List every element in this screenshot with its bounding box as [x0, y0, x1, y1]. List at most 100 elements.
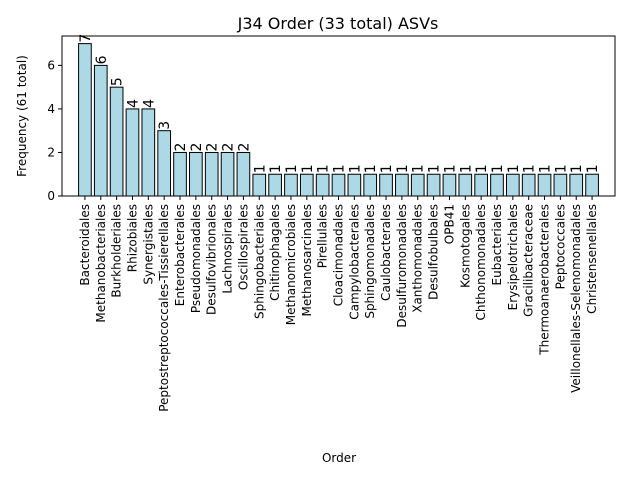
bar — [379, 173, 393, 197]
x-tick-label: Chitinophagales — [268, 204, 282, 301]
y-tick-label: 6 — [47, 58, 55, 72]
data-label: 1 — [585, 164, 601, 173]
x-tick-label: Veillonellales-Selenomonadales — [569, 204, 583, 393]
x-tick-label: Cloacimonadales — [332, 204, 346, 306]
data-label: 1 — [363, 164, 379, 173]
x-tick-label: Kosmotogales — [458, 204, 472, 288]
data-label: 1 — [458, 164, 474, 173]
x-tick-label: Christensenellales — [585, 204, 599, 314]
data-label: 1 — [379, 164, 395, 173]
bar — [189, 151, 203, 197]
x-tick-label: Desulfovibrionales — [205, 204, 219, 315]
bar — [426, 173, 441, 197]
data-label: 1 — [316, 164, 332, 173]
x-tick-label: Enterobacterales — [173, 204, 187, 306]
data-label: 1 — [427, 164, 443, 173]
data-label: 1 — [347, 164, 363, 173]
y-tick-label: 2 — [47, 145, 55, 159]
x-axis-label: Order — [322, 451, 356, 465]
bar — [347, 173, 362, 197]
x-tick-label: Campylobacterales — [347, 204, 361, 320]
x-tick-label: Sphingobacteriales — [252, 204, 266, 319]
data-label: 1 — [490, 164, 506, 173]
data-label: 1 — [442, 164, 458, 173]
x-tick-label: Methanobacteriales — [94, 204, 108, 323]
data-label: 1 — [252, 164, 268, 173]
x-tick-label: Oscillospirales — [236, 204, 250, 290]
bar — [537, 173, 552, 197]
bar — [505, 173, 520, 197]
x-tick-label: Desulfobulbales — [427, 204, 441, 300]
bar — [299, 173, 314, 197]
data-label: 1 — [268, 164, 284, 173]
data-label: 5 — [110, 77, 126, 86]
data-label: 2 — [189, 143, 205, 152]
bar — [268, 173, 282, 197]
x-tick-label: OPB41 — [442, 204, 456, 244]
x-tick-label: Peptococcales — [553, 204, 567, 289]
x-tick-label: Pseudomonadales — [189, 204, 203, 313]
x-tick-label: Rhizobiales — [125, 204, 139, 272]
axes-frame — [61, 35, 616, 197]
x-tick-label: Sphingomonadales — [363, 204, 377, 319]
bar — [585, 173, 599, 197]
x-tick-label: Thermoanaerobacterales — [538, 204, 552, 356]
bar — [284, 173, 298, 197]
bar — [157, 130, 172, 197]
data-label: 2 — [221, 143, 237, 152]
data-label: 1 — [553, 164, 569, 173]
x-tick-label: Methanosarcinales — [300, 204, 314, 316]
x-tick-label: Methanomicrobiales — [284, 204, 298, 325]
data-label: 1 — [395, 164, 411, 173]
x-tick-label: Pirellulales — [316, 204, 330, 268]
data-label: 4 — [141, 99, 157, 108]
x-tick-label: Caulobacterales — [379, 204, 393, 301]
bar — [315, 173, 330, 197]
bar — [474, 173, 488, 197]
x-tick-label: Erysipelotrichales — [506, 204, 520, 310]
bar — [569, 173, 584, 197]
bar — [204, 151, 219, 197]
data-label: 1 — [569, 164, 585, 173]
y-tick-label: 4 — [47, 102, 55, 116]
bar — [410, 173, 425, 197]
bar — [395, 173, 409, 197]
bar — [93, 64, 108, 197]
data-label: 1 — [538, 164, 554, 173]
x-tick-label: Xanthomonadales — [411, 204, 425, 313]
data-label: 1 — [332, 164, 348, 173]
chart-title: J34 Order (33 total) ASVs — [237, 14, 439, 33]
data-label: 1 — [411, 164, 427, 173]
y-axis-label: Frequency (61 total) — [15, 55, 29, 177]
x-tick-label: Desulfuromonadales — [395, 204, 409, 328]
bar — [78, 43, 92, 197]
x-tick-label: Chthonomonadales — [474, 204, 488, 321]
x-tick-label: Burkholderiales — [110, 204, 124, 298]
bar — [331, 173, 346, 197]
bar — [252, 173, 267, 197]
x-tick-label: Bacteroidales — [78, 204, 92, 286]
data-label: 2 — [236, 143, 252, 152]
data-label: 1 — [522, 164, 538, 173]
bar — [442, 173, 457, 197]
data-label: 1 — [474, 164, 490, 173]
data-label: 1 — [506, 164, 522, 173]
y-tick-label: 0 — [47, 189, 55, 203]
data-label: 3 — [157, 121, 173, 130]
bar — [236, 151, 251, 197]
bar — [553, 173, 568, 197]
bar — [173, 151, 187, 197]
x-tick-label: Peptostreptococcales-Tissierellales — [157, 204, 171, 412]
data-label: 2 — [205, 143, 221, 152]
bar — [363, 173, 378, 197]
plot-area: 7 Bacteroidales 6 Methanobacteriales 5 Burkho… — [47, 34, 616, 412]
bar — [220, 151, 235, 197]
data-label: 1 — [284, 164, 300, 173]
bar — [141, 108, 156, 197]
x-tick-label: Eubacteriales — [490, 204, 504, 285]
x-tick-label: Synergistales — [141, 204, 155, 285]
bar — [109, 86, 124, 197]
data-label: 6 — [94, 55, 110, 64]
